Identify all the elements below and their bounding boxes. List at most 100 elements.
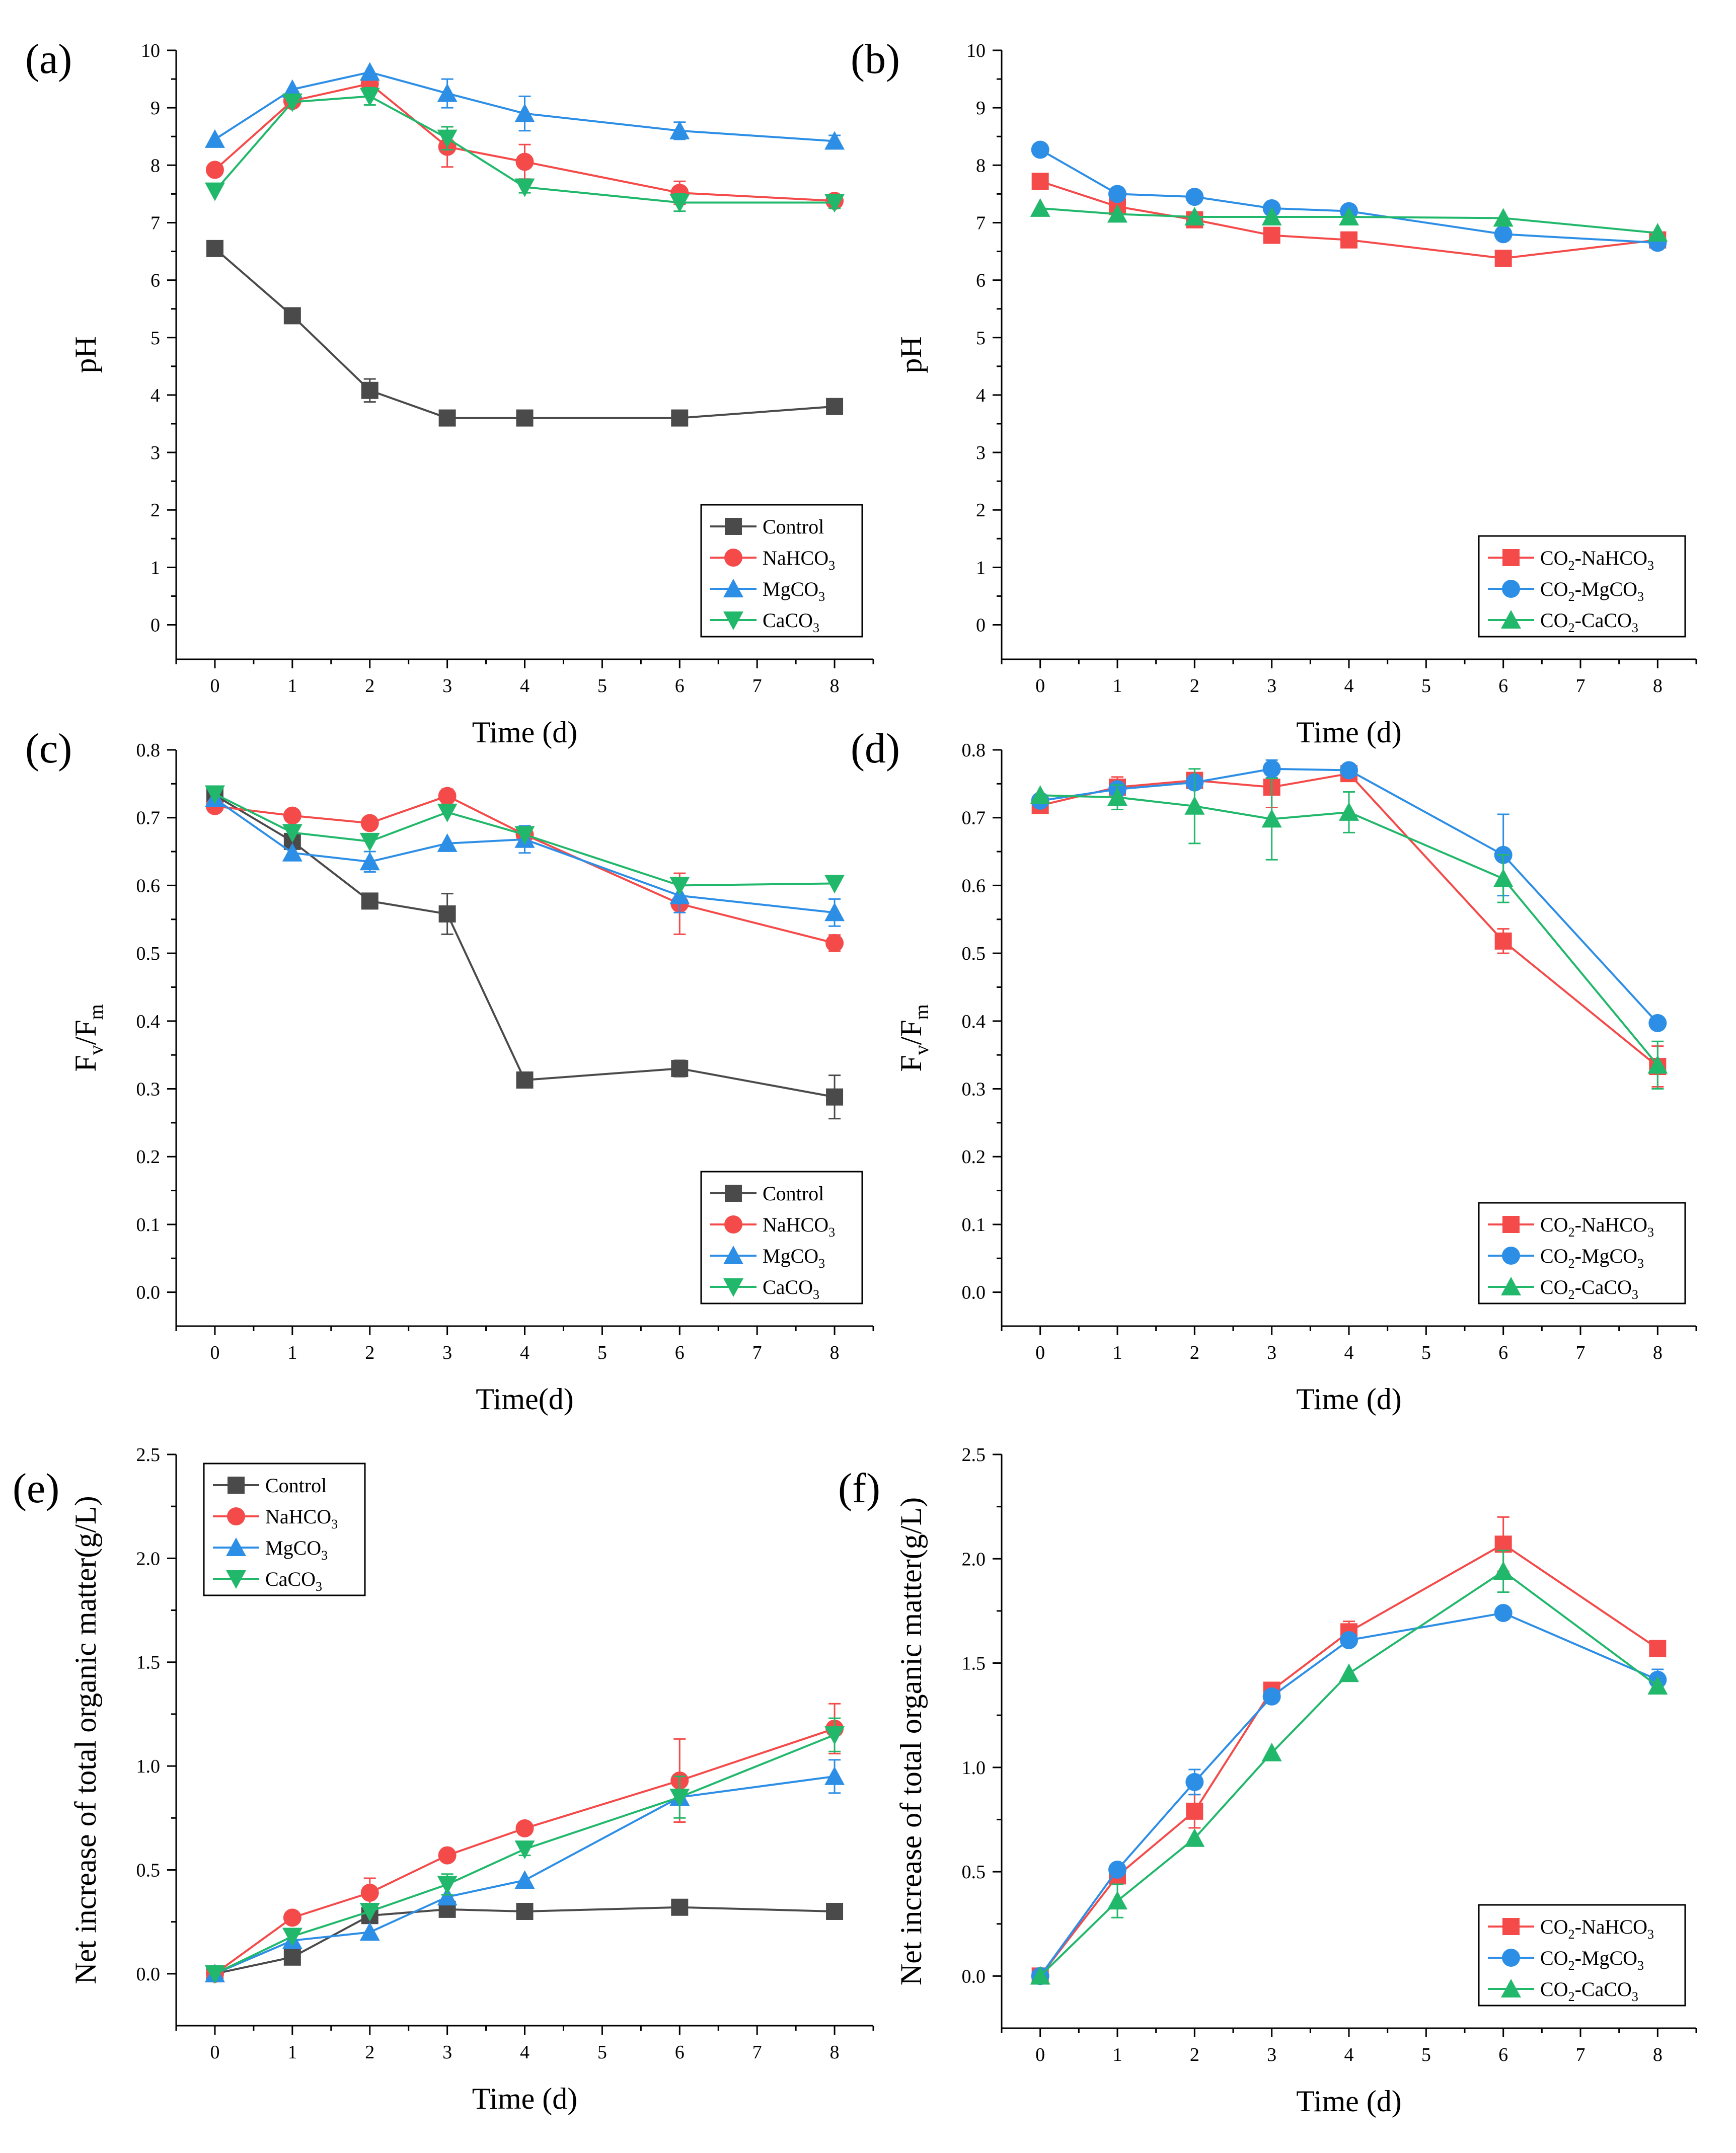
data-point: [669, 120, 690, 139]
x-tick-label: 5: [1421, 2044, 1431, 2065]
x-tick-label: 2: [365, 2042, 374, 2063]
legend-label-sub: 2: [1568, 1989, 1575, 2004]
data-point: [514, 103, 535, 122]
data-point: [1185, 188, 1204, 206]
x-tick-label: 2: [365, 1342, 374, 1363]
x-tick-label: 0: [210, 1342, 219, 1363]
legend-marker: [723, 611, 743, 630]
series-c-3: [204, 785, 845, 896]
data-point: [437, 129, 458, 148]
legend-label-main2: -NaHCO: [1575, 1213, 1647, 1236]
y-tick-label: 2.5: [136, 1444, 161, 1466]
data-point: [1493, 208, 1514, 227]
data-point: [1030, 1966, 1050, 1985]
series-e-3: [204, 1717, 845, 1984]
y-tick-label: 0.6: [136, 875, 161, 896]
legend-label-sub: 3: [813, 621, 819, 635]
legend-label-sub2: 3: [1647, 1927, 1654, 1942]
data-point: [438, 1846, 457, 1865]
legend-label-sub2: 3: [1637, 1256, 1644, 1271]
y-tick-label: 1.0: [962, 1757, 986, 1779]
series-e-0: [206, 1898, 844, 1982]
data-point: [359, 62, 380, 81]
data-point: [1649, 1640, 1667, 1657]
panel-label-c: (c): [25, 725, 72, 772]
data-point: [826, 1088, 844, 1106]
data-point: [283, 307, 301, 325]
legend-marker: [227, 1507, 245, 1525]
data-point: [669, 194, 690, 213]
x-tick-label: 8: [1653, 675, 1663, 697]
y-tick-label: 2.0: [136, 1548, 161, 1569]
legend-label-sub2: 3: [1647, 558, 1654, 573]
y-tick-label: 0.4: [136, 1011, 161, 1032]
y-tick-label: 0.8: [136, 740, 161, 761]
data-point: [1184, 796, 1205, 815]
panel-label-a: (a): [25, 36, 72, 83]
data-point: [437, 803, 458, 822]
series-line: [1039, 148, 1658, 244]
data-point: [1493, 1561, 1514, 1580]
x-tick-label: 4: [1344, 675, 1354, 697]
y-axis-title-main: pH: [69, 336, 102, 373]
y-tick-label: 9: [150, 98, 160, 119]
data-point: [282, 93, 303, 112]
data-point: [361, 381, 379, 399]
y-tick-label: 0.0: [136, 1282, 161, 1303]
legend-label-main2: -MgCO: [1575, 578, 1637, 600]
y-tick-label: 3: [976, 442, 986, 464]
data-point: [1647, 1676, 1668, 1695]
y-tick-label: 0: [150, 615, 160, 636]
x-tick-label: 2: [1190, 2044, 1199, 2065]
legend-label: CaCO3: [763, 1276, 819, 1302]
legend-marker: [1501, 1979, 1521, 1997]
data-point: [514, 178, 535, 197]
series-e-2: [204, 1759, 845, 1982]
series-line: [214, 795, 835, 944]
data-point: [1340, 1631, 1358, 1649]
y-axis-title-main: F: [894, 1055, 928, 1071]
legend-marker: [723, 1278, 743, 1297]
y-tick-label: 1: [976, 557, 986, 578]
y-tick-label: 5: [150, 328, 160, 349]
series-line: [214, 798, 835, 914]
data-point: [1494, 250, 1512, 267]
data-point: [1494, 932, 1512, 950]
y-tick-label: 0.3: [962, 1079, 986, 1100]
y-tick-label: 0: [976, 615, 986, 636]
data-point: [671, 409, 689, 427]
legend-marker: [1501, 610, 1521, 629]
y-axis-title: pH: [69, 336, 102, 373]
y-axis-title: Net increase of total organic matter(g/L…: [69, 1496, 102, 1984]
legend-marker: [723, 1246, 743, 1264]
legend-label-main: MgCO: [763, 578, 818, 600]
panel-label-e: (e): [13, 1465, 59, 1512]
x-tick-label: 3: [1267, 2044, 1276, 2065]
x-tick-label: 8: [830, 2042, 840, 2063]
data-point: [437, 1876, 458, 1895]
y-tick-label: 5: [976, 328, 986, 349]
y-tick-label: 0.0: [962, 1966, 986, 1987]
legend-label-main: Control: [763, 515, 824, 538]
legend-marker: [1502, 580, 1520, 598]
data-point: [1108, 1860, 1126, 1879]
legend-marker: [1502, 1247, 1520, 1265]
y-axis-title: Fv/Fm: [69, 1004, 107, 1072]
x-tick-label: 5: [597, 1342, 607, 1363]
legend-label-main: CO: [1540, 1978, 1568, 2001]
legend-label-main: CaCO: [763, 609, 813, 632]
legend-label-main: CO: [1540, 1213, 1568, 1236]
legend-label-sub: 2: [1568, 1927, 1575, 1942]
legend-label-sub: 3: [316, 1579, 322, 1594]
y-tick-label: 10: [141, 40, 160, 61]
x-tick-label: 4: [1344, 2044, 1354, 2065]
x-tick-label: 2: [1190, 675, 1199, 697]
series-line: [1040, 794, 1658, 1066]
x-tick-label: 1: [1113, 2044, 1122, 2065]
y-tick-label: 0.7: [136, 808, 161, 829]
y-tick-label: 0.1: [136, 1214, 161, 1236]
data-point: [1107, 787, 1127, 806]
y-tick-label: 1.5: [136, 1652, 161, 1673]
data-point: [1494, 225, 1513, 244]
